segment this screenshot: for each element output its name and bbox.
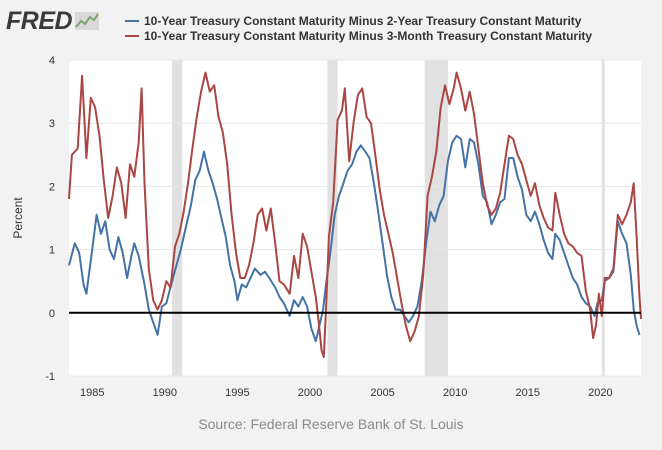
source-note: Source: Federal Reserve Bank of St. Loui… (198, 416, 464, 432)
legend-swatch-10y-3m (125, 34, 139, 37)
recession-shading (601, 60, 605, 376)
fred-logo-text: FRED (6, 6, 73, 35)
y-tick-label: 2 (49, 181, 55, 193)
x-tick-label: 2000 (298, 387, 322, 399)
line-chart: -1 0 1 2 3 4 1985 1990 1995 2000 2005 2010 2015 2020 P… (11, 55, 642, 399)
x-tick-label: 2005 (370, 387, 394, 399)
x-tick-label: 2015 (516, 387, 540, 399)
x-tick-label: 1995 (225, 387, 249, 399)
series-line-10y-3m (68, 71, 642, 358)
x-tick-label: 2010 (443, 387, 467, 399)
legend-label-10y-2y: 10-Year Treasury Constant Maturity Minus… (144, 13, 582, 28)
chart-legend: 10-Year Treasury Constant Maturity Minus… (125, 13, 592, 43)
fred-logo[interactable]: FRED (6, 6, 100, 36)
x-tick-label: 1985 (80, 387, 104, 399)
x-tick-label: 2020 (588, 387, 612, 399)
recession-shading (172, 60, 183, 376)
y-tick-label: 1 (49, 245, 55, 257)
recession-shading (327, 60, 338, 376)
y-axis-label: Percent (11, 197, 25, 239)
fred-chart-icon (75, 12, 100, 30)
series-line-10y-2y (68, 134, 641, 343)
legend-label-10y-3m: 10-Year Treasury Constant Maturity Minus… (144, 28, 593, 43)
y-tick-label: 0 (49, 308, 55, 320)
y-tick-label: -1 (45, 371, 55, 383)
y-tick-label: 3 (49, 118, 55, 130)
legend-item-10y-3m[interactable]: 10-Year Treasury Constant Maturity Minus… (125, 28, 592, 43)
y-tick-label: 4 (49, 55, 55, 67)
chart-header: FRED 10-Year Treasury Constant Maturity … (0, 0, 662, 48)
legend-item-10y-2y[interactable]: 10-Year Treasury Constant Maturity Minus… (125, 13, 592, 28)
legend-swatch-10y-2y (125, 19, 139, 22)
x-tick-label: 1990 (153, 387, 177, 399)
